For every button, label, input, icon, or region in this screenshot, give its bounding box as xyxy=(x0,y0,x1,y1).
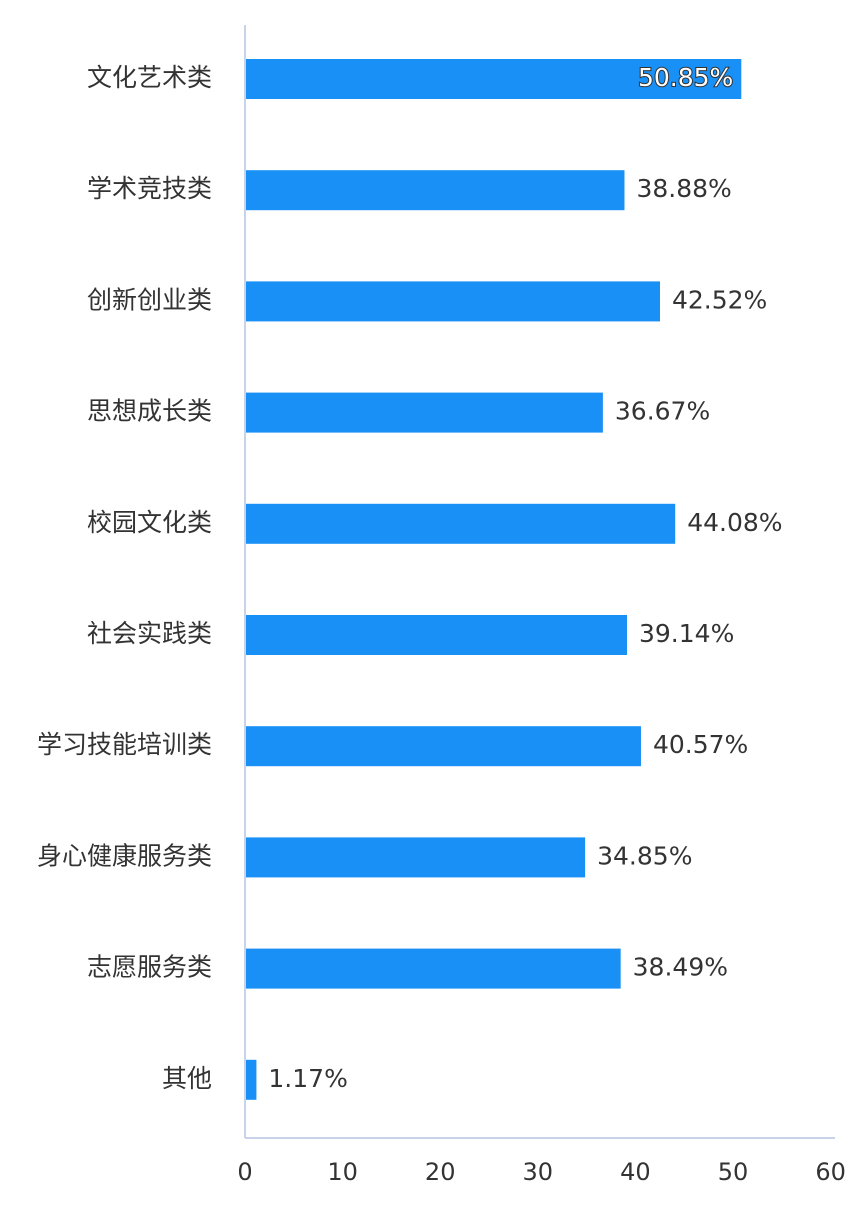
category-label: 思想成长类 xyxy=(87,397,212,426)
category-label: 文化艺术类 xyxy=(87,63,212,92)
bar-5 xyxy=(245,503,676,544)
bars-group xyxy=(245,59,742,1100)
category-label: 志愿服务类 xyxy=(87,953,212,982)
bar-1 xyxy=(245,59,742,99)
x-tick-labels: 0 10 20 30 40 50 60 xyxy=(237,1158,846,1186)
bar-10 xyxy=(245,1059,257,1100)
value-label: 50.85% xyxy=(638,63,733,92)
value-labels: 50.85% 38.88% 42.52% 36.67% 44.08% 39.14% 40.5… xyxy=(268,62,782,1093)
value-label: 42.52% xyxy=(672,285,767,314)
x-tick-label: 50 xyxy=(718,1158,749,1186)
value-label: 38.49% xyxy=(633,953,728,982)
x-tick-label: 10 xyxy=(327,1158,358,1186)
bar-4 xyxy=(245,392,603,433)
category-label: 社会实践类 xyxy=(87,619,212,648)
x-tick-label: 40 xyxy=(620,1158,651,1186)
category-label: 学术竞技类 xyxy=(87,174,212,203)
category-label: 身心健康服务类 xyxy=(37,841,212,870)
bar-9 xyxy=(245,948,621,989)
bar-7 xyxy=(245,726,641,767)
bar-6 xyxy=(245,615,628,655)
category-label: 其他 xyxy=(162,1064,212,1093)
value-label: 40.57% xyxy=(653,730,748,759)
category-label: 学习技能培训类 xyxy=(37,730,212,759)
x-tick-label: 30 xyxy=(523,1158,554,1186)
value-label: 34.85% xyxy=(597,841,692,870)
category-labels: 文化艺术类学术竞技类创新创业类思想成长类校园文化类社会实践类学习技能培训类身心健… xyxy=(37,63,212,1093)
value-label: 39.14% xyxy=(639,619,734,648)
value-label: 1.17% xyxy=(268,1064,347,1093)
x-tick-label: 0 xyxy=(237,1158,252,1186)
bar-8 xyxy=(245,837,586,878)
x-tick-label: 60 xyxy=(815,1158,846,1186)
x-tick-label: 20 xyxy=(425,1158,456,1186)
value-label: 36.67% xyxy=(615,397,710,426)
bar-2 xyxy=(245,170,625,211)
category-label: 校园文化类 xyxy=(87,508,212,537)
value-label: 44.08% xyxy=(687,508,782,537)
bar-3 xyxy=(245,281,660,322)
value-label: 38.88% xyxy=(636,174,731,203)
category-label: 创新创业类 xyxy=(87,285,212,314)
